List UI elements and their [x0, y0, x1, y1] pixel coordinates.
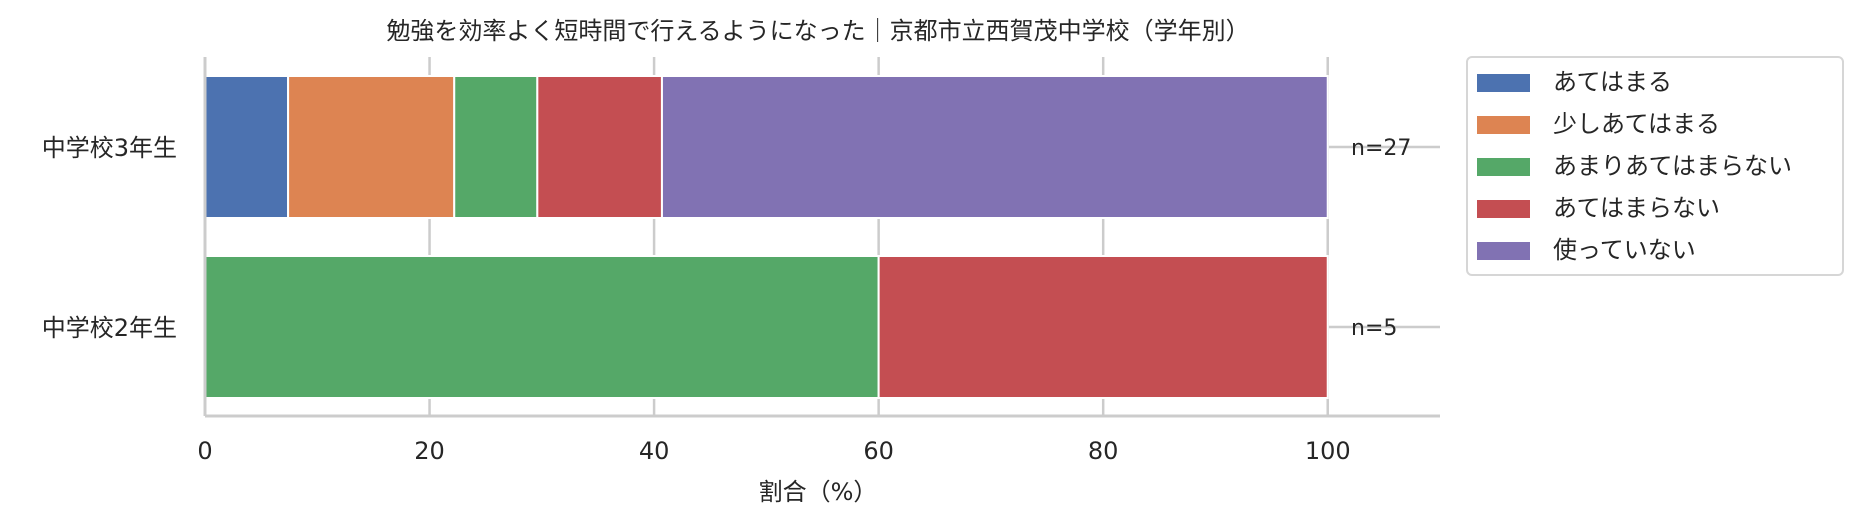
legend-label-2: あまりあてはまらない: [1553, 152, 1792, 180]
x-axis-label: 割合（%）: [759, 478, 878, 506]
n-annotation-1: n=5: [1351, 316, 1397, 341]
legend-swatch-2: [1477, 158, 1530, 176]
x-tick-label-1: 20: [414, 437, 445, 465]
x-tick-label-4: 80: [1088, 437, 1119, 465]
n-annotation-0: n=27: [1351, 136, 1411, 161]
legend-label-0: あてはまる: [1553, 68, 1672, 96]
y-tick-label-0: 中学校3年生: [42, 134, 177, 162]
legend-label-1: 少しあてはまる: [1553, 110, 1720, 138]
axes: 中学校3年生 n=27 中学校2年生 n=5 0 20 40 60 80 100: [42, 57, 1440, 465]
x-tick-label-5: 100: [1305, 437, 1351, 465]
legend-swatch-3: [1477, 200, 1530, 218]
bar-0-1: [287, 75, 456, 219]
bar-0-3: [536, 75, 663, 219]
x-tick-label-3: 60: [863, 437, 894, 465]
bars: [204, 75, 1329, 399]
legend-swatch-1: [1477, 116, 1530, 134]
legend-label-4: 使っていない: [1553, 236, 1696, 264]
bar-0-0: [204, 75, 290, 219]
y-tick-label-1: 中学校2年生: [42, 314, 177, 342]
legend-swatch-0: [1477, 74, 1530, 92]
legend-swatch-4: [1477, 242, 1530, 260]
x-tick-label-0: 0: [197, 437, 212, 465]
legend-box: [1466, 56, 1844, 276]
legend-label-3: あてはまらない: [1553, 194, 1720, 222]
bar-1-2: [204, 255, 880, 399]
bar-1-3: [877, 255, 1329, 399]
bar-0-2: [453, 75, 539, 219]
bar-0-4: [660, 75, 1329, 219]
chart-title: 勉強を効率よく短時間で行えるようになった｜京都市立西賀茂中学校（学年別）: [386, 17, 1249, 45]
x-tick-label-2: 40: [639, 437, 670, 465]
